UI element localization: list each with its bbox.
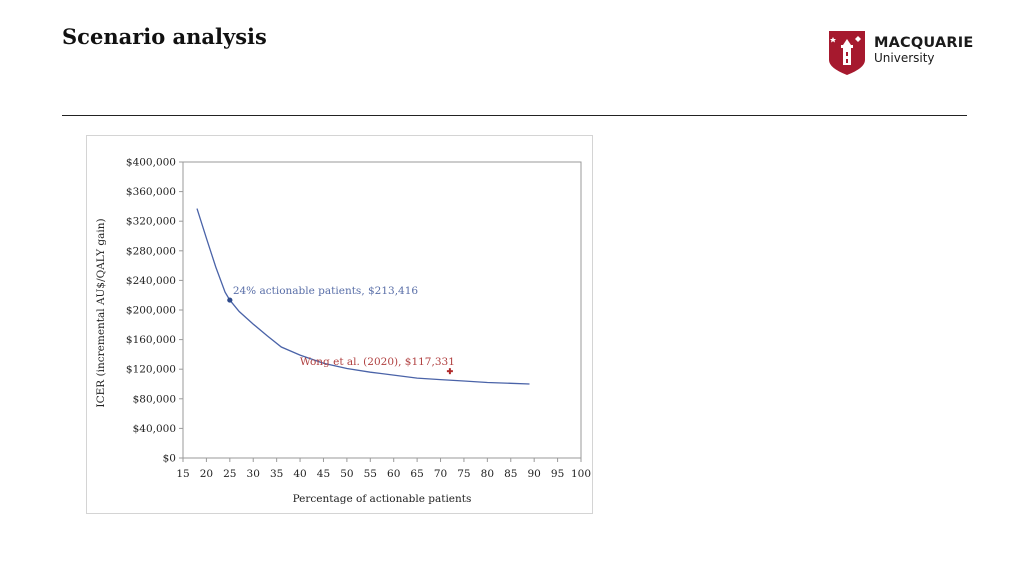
slide-title: Scenario analysis xyxy=(62,24,267,49)
x-tick-label: 20 xyxy=(200,468,213,480)
y-tick-label: $360,000 xyxy=(126,186,176,198)
macquarie-logo: MACQUARIE University xyxy=(828,30,978,76)
y-axis-title: ICER (incremental AU$/QALY gain) xyxy=(95,218,107,407)
x-tick-label: 75 xyxy=(457,468,470,480)
x-tick-label: 30 xyxy=(247,468,260,480)
logo-wordmark: MACQUARIE xyxy=(874,35,974,51)
logo-subtitle: University xyxy=(874,51,935,65)
y-tick-label: $400,000 xyxy=(126,157,176,169)
point-marker-current-study xyxy=(227,297,233,303)
x-tick-label: 15 xyxy=(176,468,189,480)
x-tick-label: 90 xyxy=(527,468,540,480)
y-tick-label: $120,000 xyxy=(126,364,176,376)
point-marker-wong-et-al xyxy=(446,368,453,375)
y-tick-label: $320,000 xyxy=(126,216,176,228)
x-tick-label: 25 xyxy=(223,468,236,480)
x-tick-label: 80 xyxy=(481,468,494,480)
y-tick-label: $0 xyxy=(163,453,176,465)
chart-frame: $0 $40,000 $80,000 $120,000 $160,000 $200,000… xyxy=(86,135,593,514)
highlighted-points: 24% actionable patients, $213,416 Wong et… xyxy=(227,285,455,375)
x-tick-label: 40 xyxy=(293,468,306,480)
x-axis: 15 20 25 30 35 40 45 50 55 60 65 70 75 80 85 90 95 100 xyxy=(176,458,591,480)
point-label-current-study: 24% actionable patients, $213,416 xyxy=(233,285,419,297)
x-tick-label: 85 xyxy=(504,468,517,480)
plot-area-border xyxy=(182,161,582,459)
y-tick-label: $280,000 xyxy=(126,245,176,257)
y-tick-label: $240,000 xyxy=(126,275,176,287)
icer-curve xyxy=(196,208,530,385)
y-tick-label: $40,000 xyxy=(133,423,176,435)
x-tick-label: 60 xyxy=(387,468,400,480)
y-tick-label: $200,000 xyxy=(126,305,176,317)
y-tick-label: $80,000 xyxy=(133,393,176,405)
x-tick-label: 45 xyxy=(317,468,330,480)
y-tick-label: $160,000 xyxy=(126,334,176,346)
icer-line-chart: $0 $40,000 $80,000 $120,000 $160,000 $200,000… xyxy=(95,157,591,506)
x-tick-label: 55 xyxy=(364,468,377,480)
university-crest-icon xyxy=(829,31,865,75)
x-tick-label: 100 xyxy=(571,468,591,480)
x-tick-label: 70 xyxy=(434,468,447,480)
title-divider xyxy=(62,115,967,116)
x-tick-label: 65 xyxy=(410,468,423,480)
point-label-wong-et-al: Wong et al. (2020), $117,331 xyxy=(300,356,455,368)
x-tick-label: 35 xyxy=(270,468,283,480)
x-axis-title: Percentage of actionable patients xyxy=(293,493,472,505)
x-tick-label: 95 xyxy=(551,468,564,480)
y-axis: $0 $40,000 $80,000 $120,000 $160,000 $200,000… xyxy=(126,157,183,465)
x-tick-label: 50 xyxy=(340,468,353,480)
